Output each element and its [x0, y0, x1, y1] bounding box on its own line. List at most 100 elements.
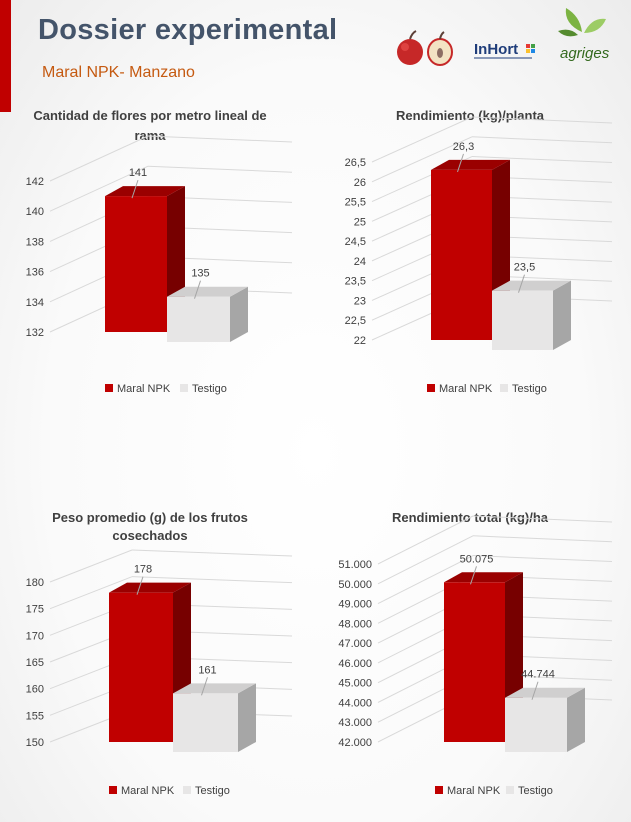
- gridline-back: [131, 549, 293, 557]
- y-tick-label: 22: [354, 335, 366, 347]
- y-tick-label: 44.000: [338, 697, 372, 709]
- legend-label: Maral NPK: [439, 383, 493, 395]
- chart-fruit-weight: Peso promedio (g) de los frutos cosechado…: [0, 502, 300, 812]
- chart-total-yield-svg: Rendimiento total (kg)/ha42.00043.00044.…: [338, 510, 613, 797]
- y-tick-label: 160: [26, 684, 44, 696]
- legend-label: Maral NPK: [117, 383, 171, 395]
- legend-label: Testigo: [192, 383, 227, 395]
- data-label-leader: [531, 681, 539, 700]
- gridline-back: [471, 136, 613, 144]
- page-title: Dossier experimental: [38, 14, 338, 46]
- gridline-back: [147, 135, 293, 143]
- bar-front-face: [167, 296, 230, 342]
- data-label: 161: [198, 664, 216, 676]
- gridline-side: [49, 135, 149, 182]
- legend-label: Maral NPK: [121, 785, 175, 797]
- y-tick-label: 24,5: [345, 236, 366, 248]
- y-tick-label: 170: [26, 630, 44, 642]
- data-label-leader: [136, 576, 144, 595]
- page-subtitle: Maral NPK- Manzano: [42, 64, 195, 81]
- legend-swatch: [500, 384, 508, 392]
- y-tick-label: 23,5: [345, 276, 366, 288]
- legend-swatch: [109, 786, 117, 794]
- legend-swatch: [105, 384, 113, 392]
- bar-side-face: [553, 280, 571, 350]
- y-tick-label: 25: [354, 216, 366, 228]
- bar-top-face: [505, 687, 585, 698]
- inhort-logo-text: InHort: [474, 41, 518, 58]
- gridline-back: [472, 535, 613, 543]
- legend-swatch: [180, 384, 188, 392]
- y-tick-label: 142: [26, 176, 44, 188]
- y-tick-label: 49.000: [338, 599, 372, 611]
- y-tick-label: 45.000: [338, 678, 372, 690]
- y-tick-label: 150: [26, 737, 44, 749]
- data-label: 26,3: [453, 141, 474, 153]
- gridline-back: [471, 116, 613, 124]
- chart-flowers-svg: Cantidad de flores por metro lineal de ra…: [26, 108, 293, 395]
- y-tick-label: 50.000: [338, 579, 372, 591]
- y-tick-label: 138: [26, 236, 44, 248]
- y-tick-label: 175: [26, 604, 44, 616]
- legend-label: Testigo: [518, 785, 553, 797]
- bar-top-face: [109, 582, 191, 593]
- bar-top-face: [431, 159, 510, 170]
- bar-front-face: [444, 582, 505, 742]
- gridline-back: [471, 156, 613, 164]
- bar-top-face: [173, 683, 256, 694]
- y-tick-label: 42.000: [338, 737, 372, 749]
- bar-testigo: [167, 286, 248, 342]
- data-label: 178: [134, 564, 152, 576]
- legend-label: Maral NPK: [447, 785, 501, 797]
- bar-top-face: [105, 186, 185, 197]
- legend-label: Testigo: [195, 785, 230, 797]
- gridline-side: [49, 576, 133, 610]
- y-tick-label: 180: [26, 577, 44, 589]
- data-label: 141: [129, 167, 147, 179]
- legend-swatch: [183, 786, 191, 794]
- gridline-back: [472, 515, 613, 523]
- gridline-side: [377, 555, 474, 605]
- chart-yield-per-plant: Rendimiento (kg)/planta 22 22,5 23 23,5 24 24,…: [320, 100, 620, 410]
- agriges-logo: agriges: [558, 8, 610, 62]
- data-label: 44.744: [521, 669, 555, 681]
- data-label-leader: [457, 153, 464, 173]
- y-tick-label: 43.000: [338, 717, 372, 729]
- data-label: 50.075: [460, 553, 494, 565]
- bar-front-face: [505, 697, 567, 752]
- data-label: 23,5: [514, 262, 535, 274]
- y-tick-label: 22,5: [345, 315, 366, 327]
- y-tick-label: 155: [26, 710, 44, 722]
- bar-front-face: [173, 693, 238, 752]
- bar-top-face: [167, 286, 248, 297]
- y-tick-label: 23: [354, 295, 366, 307]
- y-tick-label: 46.000: [338, 658, 372, 670]
- chart-total-yield: Rendimiento total (kg)/ha 42.000 43.000 44.…: [320, 502, 620, 812]
- gridline-back: [131, 576, 293, 584]
- chart-title-line: Peso promedio (g) de los frutos: [52, 510, 248, 525]
- chart-title-line: Cantidad de flores por metro lineal de: [33, 108, 266, 123]
- legend-swatch: [427, 384, 435, 392]
- y-tick-label: 51.000: [338, 559, 372, 571]
- y-tick-label: 134: [26, 297, 44, 309]
- y-tick-label: 132: [26, 327, 44, 339]
- chart-flowers: Cantidad de flores por metro lineal de ra…: [0, 100, 300, 410]
- legend-swatch: [435, 786, 443, 794]
- chart-title-line: cosechados: [112, 528, 187, 543]
- bar-front-face: [105, 196, 167, 332]
- logo-strip: InHort agriges: [392, 6, 622, 74]
- y-tick-label: 26: [354, 177, 366, 189]
- gridline-back: [472, 555, 613, 563]
- data-label-leader: [201, 677, 208, 696]
- gridline-side: [49, 549, 133, 583]
- y-tick-label: 136: [26, 267, 44, 279]
- bar-top-face: [444, 572, 523, 583]
- bar-front-face: [109, 592, 173, 742]
- data-label-leader: [518, 274, 525, 293]
- y-tick-label: 165: [26, 657, 44, 669]
- accent-bar: [0, 0, 11, 112]
- gridline-side: [371, 116, 473, 163]
- bar-front-face: [431, 169, 492, 340]
- y-tick-label: 25,5: [345, 197, 366, 209]
- gridline-back: [147, 165, 293, 173]
